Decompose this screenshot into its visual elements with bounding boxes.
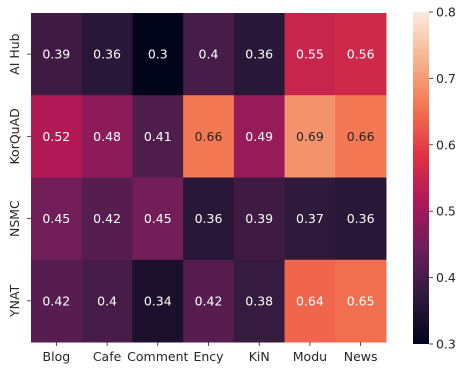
column-labels: Blog Cafe Comment Ency KiN Modu News: [43, 342, 378, 364]
heatmap-cell: [183, 13, 235, 96]
cell-value-label: 0.45: [144, 211, 172, 226]
heatmap-cell: [183, 177, 235, 261]
cell-value-label: 0.36: [245, 47, 273, 62]
row-label: NSMC: [7, 200, 22, 237]
colorbar-tick-label: 0.3: [436, 337, 456, 352]
column-label: News: [344, 349, 378, 364]
heatmap-cell: [132, 177, 184, 261]
column-label: Blog: [43, 349, 71, 364]
column-label: Cafe: [93, 349, 122, 364]
heatmap-cell: [132, 95, 184, 178]
heatmap-cell: [284, 13, 336, 96]
column-label: KiN: [249, 349, 270, 364]
heatmap-cell: [233, 177, 286, 261]
cell-value-label: 0.49: [245, 129, 273, 144]
colorbar-tick-label: 0.7: [436, 71, 456, 86]
heatmap-cell: [284, 95, 336, 178]
column-label: Comment: [127, 349, 188, 364]
heatmap-cell: [335, 177, 387, 261]
cell-value-label: 0.4: [97, 293, 117, 308]
cell-value-label: 0.42: [195, 293, 223, 308]
cell-value-label: 0.42: [93, 211, 121, 226]
cell-value-label: 0.45: [42, 211, 70, 226]
cell-value-label: 0.52: [42, 129, 70, 144]
heatmap-cell: [183, 95, 235, 178]
row-label: YNAT: [7, 284, 22, 318]
colorbar-tick-label: 0.6: [436, 137, 456, 152]
heatmap-cell: [81, 95, 133, 178]
heatmap-cell: [81, 177, 133, 261]
row-label: AI Hub: [7, 33, 22, 75]
cell-value-label: 0.41: [144, 129, 172, 144]
heatmap-cell: [31, 259, 83, 343]
cell-value-label: 0.56: [347, 47, 375, 62]
heatmap-cells: 0.39 0.36 0.3 0.4 0.36 0.55 0.56 0.52 0.48 0.41 0.…: [31, 13, 387, 343]
cell-value-label: 0.42: [42, 293, 70, 308]
cell-value-label: 0.55: [296, 47, 324, 62]
cell-value-label: 0.34: [144, 293, 172, 308]
heatmap-cell: [233, 259, 286, 343]
cell-value-label: 0.3: [148, 47, 168, 62]
row-label: KorQuAD: [7, 108, 22, 164]
heatmap-cell: [284, 259, 336, 343]
colorbar: 0.3 0.4 0.5 0.6 0.7 0.8: [413, 5, 456, 352]
cell-value-label: 0.39: [42, 47, 70, 62]
cell-value-label: 0.65: [347, 293, 375, 308]
heatmap-cell: [335, 95, 387, 178]
heatmap-cell: [31, 95, 83, 178]
cell-value-label: 0.66: [195, 129, 223, 144]
heatmap-cell: [233, 13, 286, 96]
heatmap-cell: [233, 95, 286, 178]
cell-value-label: 0.36: [93, 47, 121, 62]
cell-value-label: 0.64: [296, 293, 324, 308]
colorbar-tick-label: 0.4: [436, 270, 456, 285]
column-label: Ency: [193, 349, 224, 364]
heatmap-cell: [81, 259, 133, 343]
colorbar-gradient: [413, 12, 429, 344]
cell-value-label: 0.36: [347, 211, 375, 226]
cell-value-label: 0.37: [296, 211, 324, 226]
heatmap-cell: [81, 13, 133, 96]
heatmap-cell: [31, 177, 83, 261]
colorbar-tick-label: 0.5: [436, 204, 456, 219]
row-labels: AI Hub KorQuAD NSMC YNAT: [7, 33, 31, 318]
heatmap-cell: [132, 259, 184, 343]
heatmap-cell: [335, 13, 387, 96]
heatmap-cell: [183, 259, 235, 343]
heatmap-cell: [31, 13, 83, 96]
cell-value-label: 0.48: [93, 129, 121, 144]
heatmap-cell: [335, 259, 387, 343]
column-label: Modu: [293, 349, 327, 364]
cell-value-label: 0.4: [199, 47, 219, 62]
cell-value-label: 0.36: [195, 211, 223, 226]
heatmap-cell: [284, 177, 336, 261]
cell-value-label: 0.66: [347, 129, 375, 144]
colorbar-tick-label: 0.8: [436, 5, 456, 20]
cell-value-label: 0.38: [245, 293, 273, 308]
cell-value-label: 0.39: [245, 211, 273, 226]
cell-value-label: 0.69: [296, 129, 324, 144]
heatmap-cell: [132, 13, 184, 96]
